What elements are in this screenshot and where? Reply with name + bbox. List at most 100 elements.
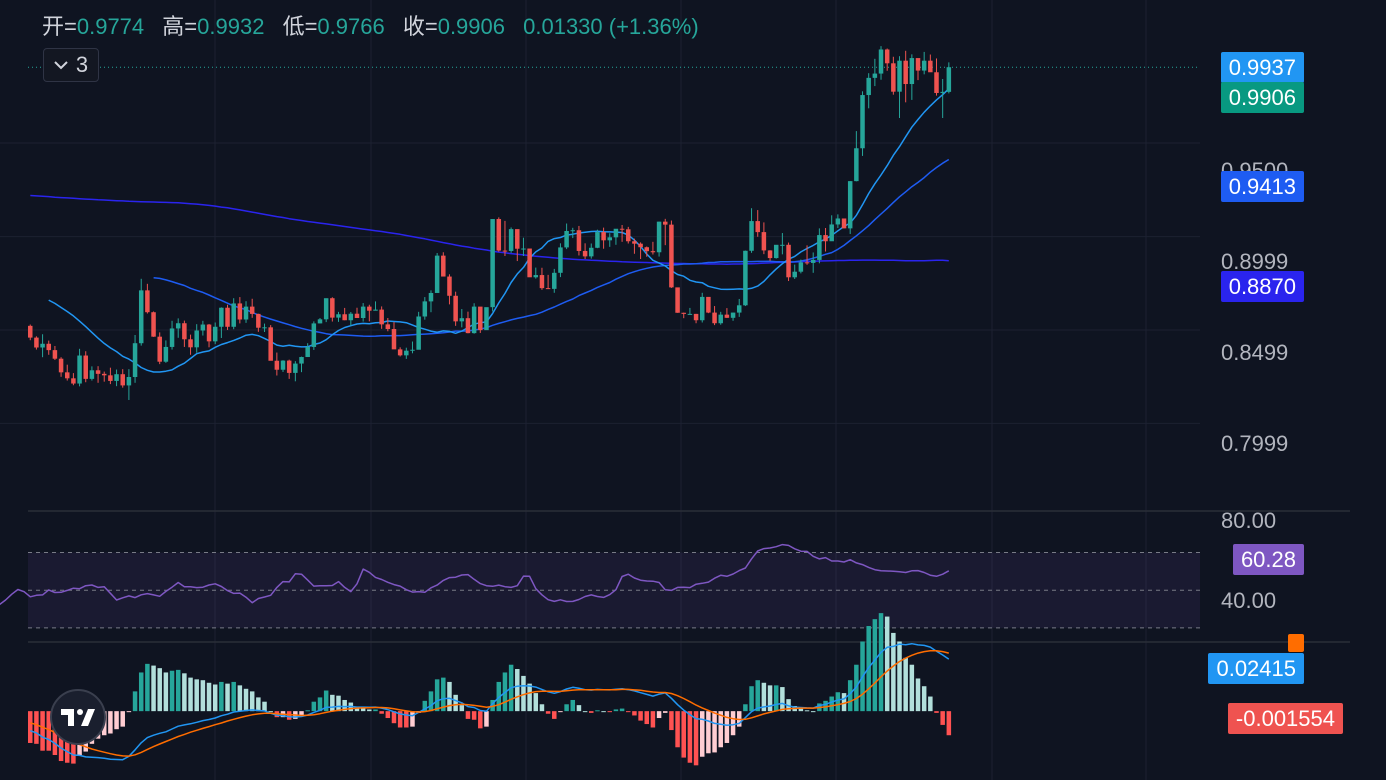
candle-body (299, 357, 304, 364)
candle-body (823, 235, 828, 242)
ma-fast-label: 0.9413 (1220, 171, 1304, 202)
macd-histogram-bar (404, 711, 409, 728)
macd-histogram-bar (188, 677, 193, 712)
candle-body (736, 305, 742, 313)
macd-histogram-bar (243, 688, 249, 712)
macd-histogram-bar (478, 711, 483, 729)
candle-body (385, 324, 391, 330)
candle-body (780, 244, 785, 246)
ma-slow-label: 0.8870 (1220, 271, 1304, 302)
macd-histogram-bar (163, 672, 169, 712)
candle-body (447, 276, 452, 296)
macd-histogram-bar (256, 697, 261, 712)
candle-body (95, 370, 101, 374)
candle-body (773, 244, 779, 259)
macd-histogram-bar (644, 711, 649, 725)
macd-histogram-bar (330, 694, 335, 712)
macd-histogram-bar (465, 711, 471, 719)
candle-body (323, 298, 329, 320)
candle-body (724, 314, 730, 318)
candle-body (847, 181, 853, 229)
candle-body (434, 255, 440, 293)
macd-histogram-bar (564, 704, 569, 712)
candle-body (206, 324, 212, 342)
candle-body (212, 326, 218, 342)
macd-histogram-bar (724, 711, 730, 743)
candle-body (706, 296, 711, 313)
indicators-toggle-button[interactable]: 3 (43, 48, 99, 82)
candle-body (274, 360, 280, 370)
candle-body (188, 339, 193, 348)
macd-histogram-bar (151, 665, 156, 712)
tradingview-logo[interactable] (50, 689, 106, 745)
open-key: 开= (42, 14, 77, 39)
macd-histogram-bar (903, 657, 908, 712)
candle-body (77, 355, 82, 384)
candle-body (755, 221, 760, 233)
macd-histogram-bar (40, 711, 45, 751)
macd-histogram-bar (533, 693, 539, 712)
candle-body (829, 224, 834, 242)
macd-histogram-bar (305, 710, 310, 712)
candle-body (582, 250, 588, 257)
candle-body (669, 224, 674, 288)
candle-body (293, 363, 298, 373)
candle-body (589, 247, 594, 257)
macd-histogram-bar (379, 711, 384, 714)
candle-body (675, 287, 680, 313)
candle-body (484, 307, 489, 331)
macd-histogram-bar (182, 673, 187, 712)
candle-body (508, 229, 514, 251)
candle-body (928, 60, 933, 73)
candle-body (342, 314, 347, 321)
macd-histogram-bar (693, 711, 699, 766)
candle-body (120, 374, 125, 386)
candle-body (391, 329, 397, 350)
candle-body (126, 377, 132, 386)
macd-histogram-bar (194, 679, 199, 712)
ma50-line (153, 158, 950, 338)
candle-body (613, 228, 619, 238)
candle-body (515, 229, 520, 249)
indicator-count: 3 (75, 52, 89, 77)
candle-body (607, 237, 613, 241)
macd-histogram-bar (206, 682, 212, 712)
macd-histogram-bar (755, 680, 760, 712)
ohlc-legend: 开=0.9774 高=0.9932 低=0.9766 收=0.9906 0.01… (42, 9, 699, 41)
candle-body (866, 77, 871, 96)
macd-histogram-bar (934, 711, 939, 713)
macd-histogram-bar (428, 691, 434, 712)
candle-body (34, 337, 39, 348)
change-value: 0.01330 (+1.36%) (523, 14, 699, 39)
macd-histogram-bar (391, 711, 397, 724)
candle-body (656, 221, 662, 253)
macd-histogram-bar (138, 672, 144, 712)
candle-body (64, 372, 70, 379)
macd-histogram-bar (169, 670, 175, 712)
candle-body (169, 328, 175, 347)
candle-body (138, 290, 144, 344)
macd-histogram-bar (268, 711, 273, 713)
candle-body (108, 375, 113, 381)
candle-body (428, 292, 434, 302)
macd-histogram-bar (595, 710, 600, 712)
macd-histogram-bar (385, 711, 391, 719)
candle-body (644, 247, 649, 252)
macd-histogram-bar (675, 711, 680, 748)
macd-histogram-bar (891, 632, 896, 712)
macd-histogram-bar (231, 681, 236, 712)
candle-body (564, 230, 569, 248)
candle-body (527, 248, 532, 278)
candle-body (798, 262, 804, 272)
macd-histogram-bar (200, 680, 206, 712)
candle-body (28, 325, 33, 338)
macd-histogram-bar (576, 705, 582, 712)
candle-body (699, 296, 705, 321)
price-pane (28, 46, 1200, 400)
candle-body (767, 250, 773, 259)
macd-histogram-bar (872, 619, 878, 712)
candle-body (157, 336, 162, 362)
candle-body (416, 316, 421, 350)
candle-body (114, 374, 119, 381)
